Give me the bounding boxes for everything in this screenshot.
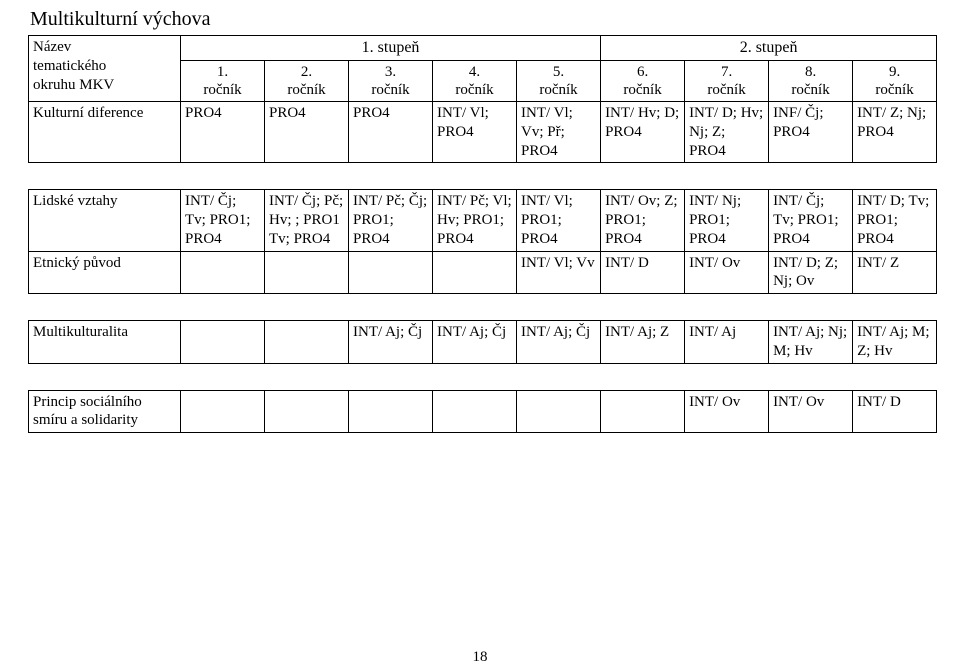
cell [349, 390, 433, 433]
cell: INT/ Ov [769, 390, 853, 433]
cell [265, 321, 349, 364]
cell: INT/ Ov [685, 251, 769, 294]
cell [433, 251, 517, 294]
row-header-l2: tematického [33, 58, 106, 74]
row-header-l1: Název [33, 39, 71, 55]
cell: INT/ Z; Nj; PRO4 [853, 102, 937, 163]
cell: INT/ Hv; D; PRO4 [601, 102, 685, 163]
cell: INT/ D; Hv; Nj; Z; PRO4 [685, 102, 769, 163]
cell: INT/ Aj; Nj; M; Hv [769, 321, 853, 364]
stupen-1: 1. stupeň [181, 36, 601, 61]
cell: INT/ Z [853, 251, 937, 294]
row-label: Etnický původ [29, 251, 181, 294]
cell [181, 251, 265, 294]
cell: INT/ Aj; M; Z; Hv [853, 321, 937, 364]
cell: INT/ Aj [685, 321, 769, 364]
col-2: 2.ročník [265, 61, 349, 102]
cell: INT/ D; Z; Nj; Ov [769, 251, 853, 294]
cell: INT/ Čj; Pč; Hv; ; PRO1 Tv; PRO4 [265, 190, 349, 251]
cell [349, 251, 433, 294]
cell: INT/ Vl; Vv; Př; PRO4 [517, 102, 601, 163]
row-label: Kulturní diference [29, 102, 181, 163]
col-9: 9.ročník [853, 61, 937, 102]
row-header-l3: okruhu MKV [33, 77, 114, 93]
cell: INT/ D [853, 390, 937, 433]
stupen-2: 2. stupeň [601, 36, 937, 61]
cell: INT/ Aj; Z [601, 321, 685, 364]
cell: INT/ Vl; PRO4 [433, 102, 517, 163]
cell: INT/ Vl; PRO1; PRO4 [517, 190, 601, 251]
cell: INF/ Čj; PRO4 [769, 102, 853, 163]
cell: INT/ Čj; Tv; PRO1; PRO4 [769, 190, 853, 251]
col-8: 8.ročník [769, 61, 853, 102]
cell: PRO4 [181, 102, 265, 163]
curriculum-table: Název tematického okruhu MKV 1. stupeň 2… [28, 35, 937, 433]
cell: INT/ D [601, 251, 685, 294]
cell [517, 390, 601, 433]
col-7: 7.ročník [685, 61, 769, 102]
cell: PRO4 [349, 102, 433, 163]
row-label: Princip sociálního smíru a solidarity [29, 390, 181, 433]
row-lidske-vztahy: Lidské vztahy INT/ Čj; Tv; PRO1; PRO4 IN… [29, 190, 937, 251]
spacer [29, 163, 937, 190]
row-etnicky-puvod: Etnický původ INT/ Vl; Vv INT/ D INT/ Ov… [29, 251, 937, 294]
spacer [29, 363, 937, 390]
cell: INT/ Pč; Vl; Hv; PRO1; PRO4 [433, 190, 517, 251]
row-kulturni-diference: Kulturní diference PRO4 PRO4 PRO4 INT/ V… [29, 102, 937, 163]
cell: INT/ Nj; PRO1; PRO4 [685, 190, 769, 251]
cell: PRO4 [265, 102, 349, 163]
cell [601, 390, 685, 433]
row-princip-solidarity: Princip sociálního smíru a solidarity IN… [29, 390, 937, 433]
row-multikulturalita: Multikulturalita INT/ Aj; Čj INT/ Aj; Čj… [29, 321, 937, 364]
cell: INT/ D; Tv; PRO1; PRO4 [853, 190, 937, 251]
cell [265, 390, 349, 433]
cell: INT/ Aj; Čj [517, 321, 601, 364]
cell: INT/ Aj; Čj [349, 321, 433, 364]
cell [181, 390, 265, 433]
col-4: 4.ročník [433, 61, 517, 102]
cell: INT/ Ov; Z; PRO1; PRO4 [601, 190, 685, 251]
col-1: 1.ročník [181, 61, 265, 102]
cell: INT/ Aj; Čj [433, 321, 517, 364]
cell [433, 390, 517, 433]
cell [265, 251, 349, 294]
row-label: Lidské vztahy [29, 190, 181, 251]
page-title: Multikulturní výchova [30, 8, 932, 31]
row-label: Multikulturalita [29, 321, 181, 364]
col-5: 5.ročník [517, 61, 601, 102]
col-6: 6.ročník [601, 61, 685, 102]
col-3: 3.ročník [349, 61, 433, 102]
spacer [29, 294, 937, 321]
cell: INT/ Pč; Čj; PRO1; PRO4 [349, 190, 433, 251]
row-header-label: Název tematického okruhu MKV [29, 36, 181, 102]
cell [181, 321, 265, 364]
cell: INT/ Vl; Vv [517, 251, 601, 294]
page-number: 18 [0, 649, 960, 666]
cell: INT/ Čj; Tv; PRO1; PRO4 [181, 190, 265, 251]
cell: INT/ Ov [685, 390, 769, 433]
